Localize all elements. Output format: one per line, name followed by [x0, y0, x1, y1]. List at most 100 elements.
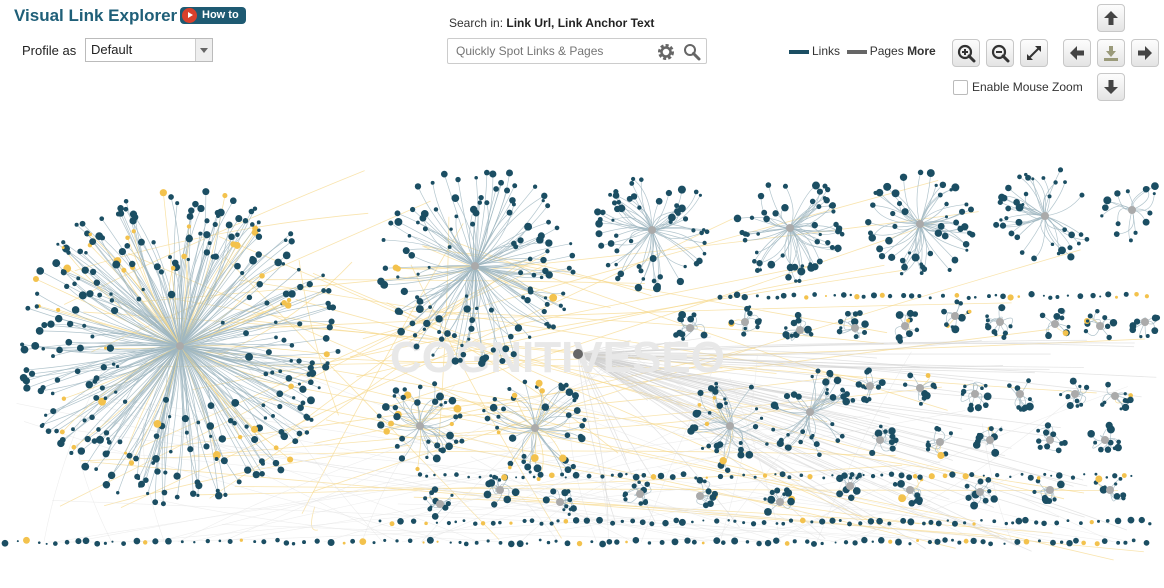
graph-node[interactable] [697, 389, 704, 396]
graph-node[interactable] [776, 439, 784, 448]
graph-node[interactable] [702, 479, 707, 484]
graph-node[interactable] [463, 305, 471, 313]
graph-node[interactable] [657, 274, 663, 280]
graph-node[interactable] [867, 397, 872, 402]
graph-node[interactable] [631, 483, 637, 489]
graph-node[interactable] [763, 497, 767, 501]
graph-node[interactable] [1031, 255, 1037, 262]
graph-node[interactable] [453, 439, 459, 444]
graph-node[interactable] [1051, 320, 1059, 328]
graph-node[interactable] [517, 237, 524, 244]
graph-node[interactable] [539, 388, 545, 394]
graph-node[interactable] [1112, 473, 1118, 479]
graph-node[interactable] [445, 500, 451, 507]
graph-node[interactable] [288, 231, 294, 237]
graph-node[interactable] [569, 242, 573, 246]
graph-node[interactable] [190, 490, 197, 497]
graph-node[interactable] [848, 476, 853, 480]
graph-node[interactable] [435, 521, 439, 524]
graph-node[interactable] [851, 318, 859, 326]
graph-node[interactable] [808, 332, 814, 337]
graph-node[interactable] [545, 321, 550, 326]
graph-node[interactable] [252, 225, 259, 232]
graph-node[interactable] [307, 379, 314, 386]
graph-node[interactable] [565, 388, 574, 397]
profile-select[interactable]: Default [85, 38, 213, 62]
graph-node[interactable] [549, 293, 558, 302]
graph-node[interactable] [797, 278, 802, 284]
graph-node[interactable] [240, 271, 245, 276]
graph-node[interactable] [874, 429, 883, 438]
graph-node[interactable] [773, 537, 780, 544]
graph-node[interactable] [876, 245, 884, 253]
graph-node[interactable] [372, 541, 376, 545]
graph-node[interactable] [1043, 472, 1047, 476]
graph-node[interactable] [901, 322, 909, 330]
graph-node[interactable] [958, 313, 966, 322]
graph-node[interactable] [908, 542, 912, 546]
graph-node[interactable] [853, 334, 859, 340]
graph-node[interactable] [546, 540, 551, 545]
graph-node[interactable] [560, 472, 565, 477]
graph-node[interactable] [285, 374, 293, 382]
graph-node[interactable] [1041, 497, 1047, 502]
graph-node[interactable] [532, 184, 538, 189]
graph-node[interactable] [813, 441, 820, 448]
graph-node[interactable] [792, 539, 797, 544]
graph-node[interactable] [1008, 324, 1013, 329]
graph-node[interactable] [880, 473, 884, 477]
graph-node[interactable] [75, 538, 82, 545]
graph-node[interactable] [1007, 294, 1014, 301]
graph-node[interactable] [605, 262, 611, 268]
graph-node[interactable] [1045, 332, 1052, 340]
graph-node[interactable] [1123, 291, 1129, 297]
graph-node[interactable] [543, 296, 548, 300]
graph-node[interactable] [328, 318, 335, 325]
graph-node[interactable] [822, 378, 830, 386]
graph-node[interactable] [753, 475, 757, 479]
graph-node[interactable] [562, 307, 566, 312]
graph-node[interactable] [467, 337, 471, 341]
graph-node[interactable] [836, 490, 844, 498]
graph-node[interactable] [1123, 392, 1127, 396]
graph-node[interactable] [878, 252, 886, 260]
graph-node[interactable] [614, 539, 620, 545]
graph-node[interactable] [414, 183, 422, 190]
graph-node[interactable] [616, 199, 622, 205]
fit-screen-button[interactable] [1020, 39, 1048, 67]
graph-node[interactable] [857, 473, 862, 479]
graph-node[interactable] [839, 326, 843, 330]
graph-node[interactable] [137, 238, 145, 246]
graph-node[interactable] [964, 202, 969, 207]
graph-node[interactable] [1047, 194, 1052, 199]
graph-node[interactable] [946, 519, 949, 522]
graph-node[interactable] [1095, 475, 1103, 483]
graph-node[interactable] [829, 394, 837, 401]
graph-node[interactable] [954, 293, 960, 298]
graph-node[interactable] [123, 451, 128, 455]
graph-node[interactable] [888, 471, 895, 477]
howto-button[interactable]: How to [180, 7, 246, 24]
graph-node[interactable] [463, 541, 469, 547]
graph-node[interactable] [1057, 480, 1065, 489]
graph-node[interactable] [870, 202, 876, 208]
graph-node[interactable] [942, 537, 948, 543]
graph-node[interactable] [196, 493, 200, 497]
graph-node[interactable] [838, 318, 844, 325]
graph-node[interactable] [855, 381, 863, 388]
graph-node[interactable] [822, 476, 826, 480]
graph-node[interactable] [435, 315, 443, 323]
graph-node[interactable] [838, 519, 842, 522]
graph-node[interactable] [917, 169, 924, 176]
graph-node[interactable] [410, 206, 416, 213]
graph-node[interactable] [570, 463, 576, 470]
graph-node[interactable] [535, 379, 543, 387]
graph-node[interactable] [1015, 203, 1024, 212]
graph-node[interactable] [702, 502, 709, 509]
graph-node[interactable] [785, 273, 792, 281]
graph-node[interactable] [965, 248, 969, 252]
graph-node[interactable] [649, 254, 657, 262]
link-graph-canvas[interactable]: COGNITIVESEO [0, 150, 1164, 588]
graph-node[interactable] [1008, 230, 1015, 237]
graph-node[interactable] [273, 445, 279, 451]
